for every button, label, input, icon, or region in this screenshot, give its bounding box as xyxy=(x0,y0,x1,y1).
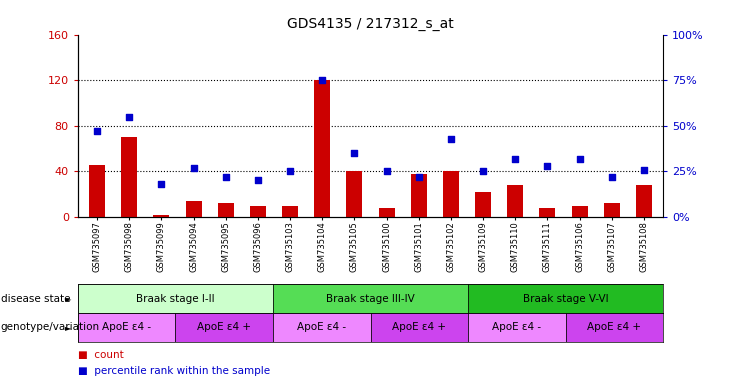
Bar xyxy=(122,137,137,217)
Bar xyxy=(153,215,170,217)
Text: disease state: disease state xyxy=(1,293,70,304)
Text: ApoE ε4 +: ApoE ε4 + xyxy=(392,322,446,333)
Bar xyxy=(273,284,468,313)
Point xyxy=(477,168,489,174)
Bar xyxy=(443,171,459,217)
Bar xyxy=(273,313,370,342)
Point xyxy=(220,174,232,180)
Bar xyxy=(411,174,427,217)
Title: GDS4135 / 217312_s_at: GDS4135 / 217312_s_at xyxy=(287,17,454,31)
Text: ►: ► xyxy=(65,294,72,303)
Text: ■  percentile rank within the sample: ■ percentile rank within the sample xyxy=(78,366,270,376)
Bar xyxy=(176,313,273,342)
Point xyxy=(156,181,167,187)
Point xyxy=(252,177,264,184)
Point xyxy=(606,174,618,180)
Bar xyxy=(282,205,298,217)
Text: ►: ► xyxy=(65,323,72,332)
Bar xyxy=(218,203,234,217)
Text: ApoE ε4 -: ApoE ε4 - xyxy=(102,322,151,333)
Bar xyxy=(539,208,556,217)
Bar xyxy=(314,80,330,217)
Point xyxy=(348,150,360,156)
Point xyxy=(574,156,585,162)
Bar xyxy=(78,313,176,342)
Bar xyxy=(604,203,619,217)
Bar xyxy=(565,313,663,342)
Bar xyxy=(185,201,202,217)
Point xyxy=(509,156,521,162)
Text: ■  count: ■ count xyxy=(78,350,124,360)
Text: ApoE ε4 -: ApoE ε4 - xyxy=(297,322,346,333)
Point xyxy=(284,168,296,174)
Point xyxy=(413,174,425,180)
Point xyxy=(187,165,199,171)
Point xyxy=(316,77,328,83)
Bar xyxy=(346,171,362,217)
Bar xyxy=(475,192,491,217)
Bar xyxy=(89,164,105,217)
Bar xyxy=(379,208,395,217)
Bar xyxy=(507,185,523,217)
Point xyxy=(445,136,457,142)
Bar xyxy=(468,284,663,313)
Point xyxy=(381,168,393,174)
Text: ApoE ε4 -: ApoE ε4 - xyxy=(492,322,542,333)
Bar xyxy=(636,185,652,217)
Bar xyxy=(468,313,565,342)
Bar xyxy=(78,284,273,313)
Point xyxy=(91,128,103,134)
Point xyxy=(542,163,554,169)
Text: ApoE ε4 +: ApoE ε4 + xyxy=(588,322,642,333)
Point xyxy=(123,114,135,120)
Text: Braak stage III-IV: Braak stage III-IV xyxy=(326,293,415,304)
Text: Braak stage I-II: Braak stage I-II xyxy=(136,293,215,304)
Bar xyxy=(571,205,588,217)
Text: genotype/variation: genotype/variation xyxy=(1,322,100,333)
Text: ApoE ε4 +: ApoE ε4 + xyxy=(197,322,251,333)
Bar xyxy=(370,313,468,342)
Point xyxy=(638,167,650,173)
Bar xyxy=(250,205,266,217)
Text: Braak stage V-VI: Braak stage V-VI xyxy=(523,293,608,304)
